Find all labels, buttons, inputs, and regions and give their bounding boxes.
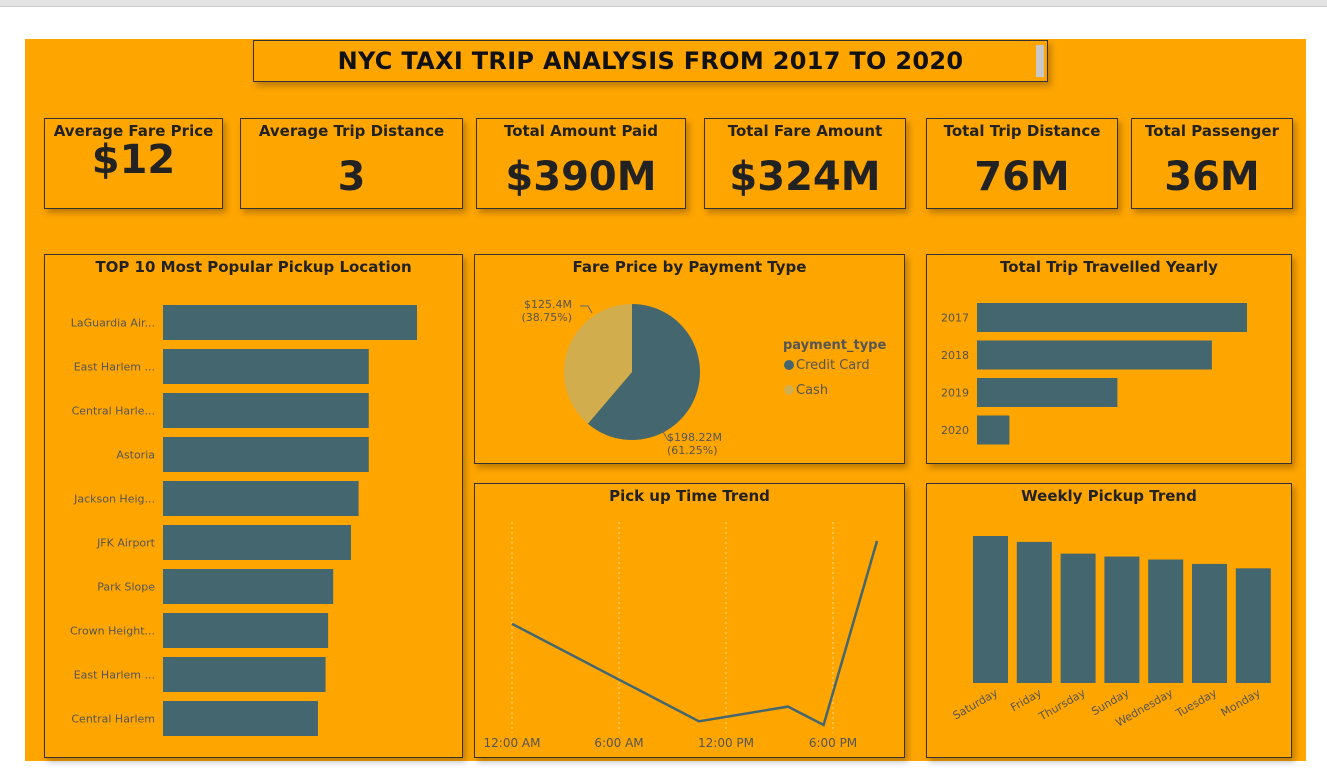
kpi-value: 76M [974,154,1070,200]
time-x-tick-label: 6:00 AM [594,736,643,750]
pickup-category-label: East Harlem ... [74,669,155,682]
kpi-card-total-trip-distance: Total Trip Distance 76M [926,118,1118,209]
pickup-category-label: Central Harle... [72,405,155,418]
time-x-tick-label: 12:00 PM [698,736,754,750]
pickup-category-label: JFK Airport [96,537,156,550]
yearly-bar [977,303,1247,332]
pickup-bar [163,393,369,428]
pie-slice-credit-card [587,304,700,440]
kpi-label: Total Fare Amount [727,122,883,140]
kpi-card-average-trip-distance: Average Trip Distance 3 [240,118,463,209]
pickup-bar [163,437,369,472]
yearly-category-label: 2018 [941,349,969,362]
pickup-category-label: East Harlem ... [74,361,155,374]
pickup-category-label: LaGuardia Air... [71,317,155,330]
weekly-bar [1148,559,1184,683]
pie-legend-label: Credit Card [796,358,870,373]
pickup-location-panel: TOP 10 Most Popular Pickup Location LaGu… [44,254,463,758]
yearly-category-label: 2019 [941,387,969,400]
pickup-bar [163,349,369,384]
time-trend-chart: 12:00 AM 6:00 AM 12:00 PM 6:00 PM [484,522,879,750]
pickup-location-chart: LaGuardia Air... East Harlem ... Central H… [70,305,417,736]
pie-slice-cash [564,304,632,424]
yearly-chart-title: Total Trip Travelled Yearly [1000,258,1218,276]
pickup-bar [163,569,334,604]
weekly-trend-panel: Weekly Pickup Trend Saturday Friday Thursd… [926,483,1292,758]
payment-chart-title: Fare Price by Payment Type [572,258,807,276]
pie-leader-line [580,305,593,314]
kpi-value: $12 [91,137,176,183]
kpi-card-total-passenger: Total Passenger 36M [1131,118,1293,209]
pie-data-label: $125.4M [524,298,572,311]
window-top-bar [0,0,1327,7]
kpi-card-total-amount-paid: Total Amount Paid $390M [476,118,686,209]
payment-pie-chart: $198.22M(61.25%) $125.4M(38.75%) payment_t… [521,298,886,457]
pie-legend-marker [784,385,794,395]
weekly-category-label: Thursday [1036,686,1088,724]
pickup-category-label: Astoria [116,449,155,462]
pickup-bar [163,701,318,736]
weekly-bar [1016,541,1052,683]
weekly-bar [1235,568,1271,683]
pickup-bar [163,657,326,692]
pickup-category-label: Central Harlem [71,713,155,726]
dashboard-title: NYC TAXI TRIP ANALYSIS FROM 2017 TO 2020 [337,47,964,75]
yearly-bar [977,415,1010,445]
weekly-category-label: Monday [1219,686,1264,719]
pickup-bar [163,525,351,560]
weekly-chart-title: Weekly Pickup Trend [1021,487,1197,505]
time-series-line [511,540,879,727]
weekly-category-label: Tuesday [1173,686,1220,720]
payment-type-panel: Fare Price by Payment Type $198.22M (61.2… [474,254,905,464]
weekly-bar [1192,563,1227,683]
yearly-trip-chart: 2017 2018 2019 2020 [941,303,1247,445]
yearly-bar [977,378,1118,407]
yearly-category-label: 2020 [941,424,969,437]
kpi-label: Total Passenger [1145,122,1279,140]
kpi-card-average-fare: Average Fare Price $12 [44,118,223,209]
pickup-category-label: Park Slope [97,581,155,594]
kpi-card-total-fare-amount: Total Fare Amount $324M [704,118,906,209]
pickup-bar [163,613,329,648]
pie-data-pct: (61.25%) [667,444,718,457]
time-x-tick-label: 12:00 AM [484,736,541,750]
time-chart-title: Pick up Time Trend [609,487,770,505]
pickup-category-label: Crown Height... [70,625,155,638]
pickup-bar [163,305,417,340]
pickup-chart-title: TOP 10 Most Popular Pickup Location [95,258,412,276]
pickup-category-label: Jackson Heig... [73,493,155,506]
kpi-label: Total Trip Distance [943,122,1101,140]
kpi-value: $390M [505,154,657,200]
weekly-bar [1104,556,1140,683]
weekly-bar [1060,553,1096,683]
kpi-label: Average Fare Price [53,122,214,140]
time-trend-panel: Pick up Time Trend 12:00 AM 6:00 AM 12:00 … [474,483,905,758]
pie-legend-marker [784,360,794,370]
pie-leader-line [661,429,672,441]
pie-legend-label: Cash [796,383,828,398]
kpi-label: Total Amount Paid [503,122,659,140]
pie-data-label: $198.22M [667,431,722,444]
weekly-category-label: Saturday [951,686,1001,722]
pickup-bar [163,481,359,516]
dashboard-title-box: NYC TAXI TRIP ANALYSIS FROM 2017 TO 2020 [253,40,1048,82]
kpi-label: Average Trip Distance [258,122,445,140]
pie-data-pct: (38.75%) [521,311,572,324]
weekly-bar [973,536,1008,683]
yearly-bar [977,340,1212,370]
title-scrollbar[interactable] [1036,45,1044,77]
yearly-category-label: 2017 [941,312,969,325]
yearly-trip-panel: Total Trip Travelled Yearly 2017 2018 2019… [926,254,1292,464]
time-x-tick-label: 6:00 PM [809,736,857,750]
kpi-value: 3 [337,154,366,200]
kpi-value: 36M [1164,154,1260,200]
pie-legend-title: payment_type [783,338,886,353]
kpi-value: $324M [729,154,881,200]
